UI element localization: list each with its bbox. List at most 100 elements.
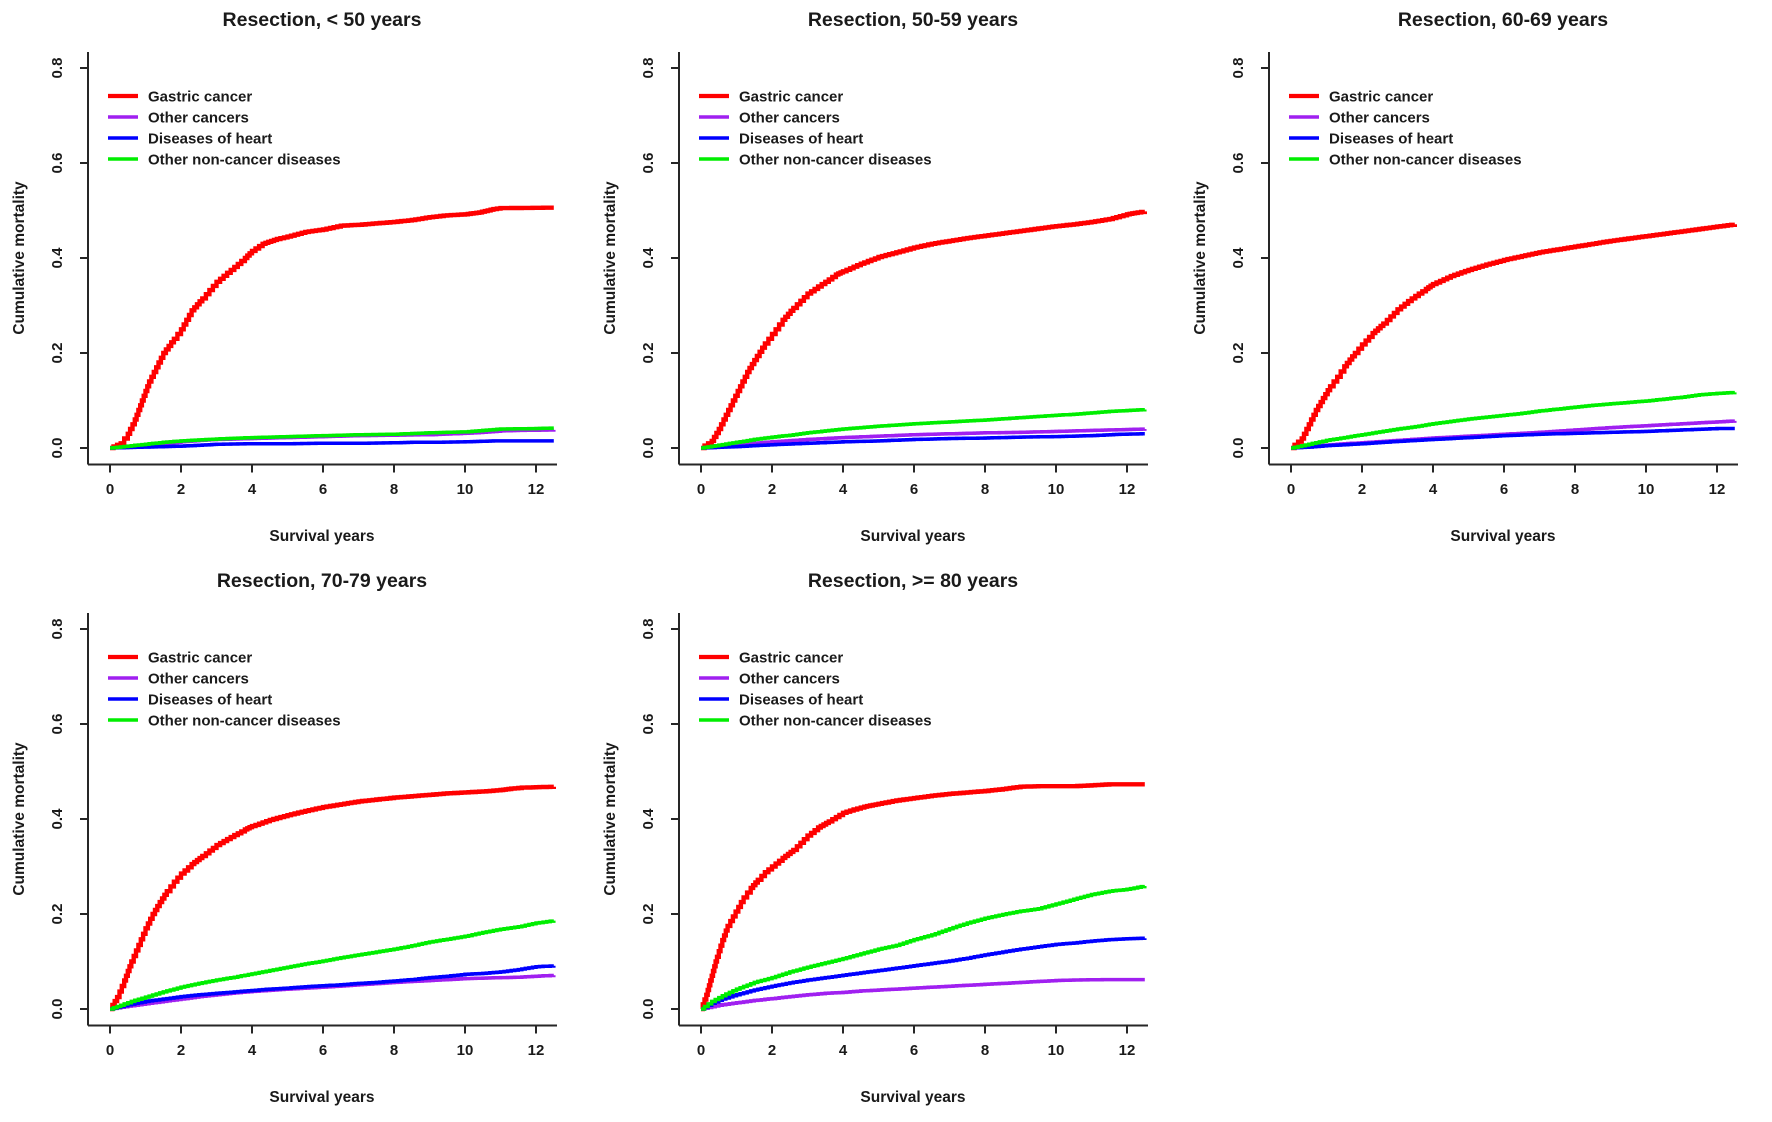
x-axis-title: Survival years	[860, 1089, 965, 1106]
empty-grid-cell	[1181, 561, 1771, 1122]
y-tick-label: 0.2	[640, 343, 657, 364]
x-tick-label: 8	[1571, 481, 1579, 498]
chart-resection-80-plus: Resection, >= 80 years 0.0 0.2 0.4 0.6 0.8 0 2 4…	[602, 570, 1148, 1106]
curve-gastric-cancer	[110, 205, 554, 451]
y-tick-label: 0.2	[640, 904, 657, 925]
legend-label-other-non-cancer-diseases: Other non-cancer diseases	[739, 152, 932, 169]
y-tick-label: 0.8	[1230, 58, 1247, 79]
curve-gastric-cancer	[1291, 222, 1738, 451]
curve-diseases-of-heart	[110, 439, 554, 450]
x-tick-label: 8	[980, 481, 988, 498]
x-axis-title: Survival years	[269, 528, 374, 545]
legend: Gastric cancer Other cancers Diseases of h…	[698, 650, 932, 730]
x-tick-label: 12	[528, 481, 545, 498]
curve-gastric-cancer	[700, 782, 1145, 1012]
x-tick-label: 0	[106, 481, 114, 498]
legend-label-diseases-of-heart: Diseases of heart	[148, 131, 272, 148]
legend-label-diseases-of-heart: Diseases of heart	[1329, 131, 1453, 148]
legend-label-gastric-cancer: Gastric cancer	[739, 89, 843, 106]
y-tick-label: 0.4	[49, 247, 66, 269]
legend-label-gastric-cancer: Gastric cancer	[1329, 89, 1433, 106]
x-tick-label: 6	[909, 1042, 917, 1059]
x-tick-label: 10	[1047, 481, 1064, 498]
x-tick-label: 0	[106, 1042, 114, 1059]
curve-gastric-cancer	[700, 209, 1147, 451]
x-tick-label: 10	[1047, 1042, 1064, 1059]
y-tick-label: 0.4	[1230, 247, 1247, 269]
x-tick-label: 10	[457, 481, 474, 498]
legend-label-other-non-cancer-diseases: Other non-cancer diseases	[148, 713, 341, 730]
legend-label-diseases-of-heart: Diseases of heart	[739, 692, 863, 709]
legend-label-gastric-cancer: Gastric cancer	[148, 650, 252, 667]
y-tick-label: 0.8	[49, 619, 66, 640]
y-axis-title: Cumulative mortality	[11, 742, 28, 896]
x-tick-label: 0	[1287, 481, 1295, 498]
legend-label-other-cancers: Other cancers	[1329, 110, 1430, 127]
y-tick-label: 0.4	[49, 808, 66, 830]
panel-resection-under-50: Resection, < 50 years 0.0 0.2 0.4 0.6 0.8 0 2 4 6…	[0, 0, 590, 561]
curve-other-non-cancer-diseases	[700, 407, 1147, 450]
x-tick-label: 10	[457, 1042, 474, 1059]
y-tick-label: 0.6	[49, 153, 66, 174]
legend-label-gastric-cancer: Gastric cancer	[739, 650, 843, 667]
x-axis-title: Survival years	[1451, 528, 1556, 545]
x-tick-label: 6	[319, 481, 327, 498]
x-tick-label: 12	[1709, 481, 1726, 498]
curve-other-non-cancer-diseases	[700, 884, 1147, 1011]
x-tick-label: 12	[1118, 1042, 1135, 1059]
x-tick-label: 2	[767, 481, 775, 498]
x-tick-label: 12	[528, 1042, 545, 1059]
x-tick-label: 4	[1429, 481, 1438, 498]
x-tick-label: 0	[696, 481, 704, 498]
chart-resection-50-59: Resection, 50-59 years 0.0 0.2 0.4 0.6 0.8 0 2 4…	[602, 9, 1148, 545]
x-tick-label: 2	[177, 1042, 185, 1059]
legend-label-gastric-cancer: Gastric cancer	[148, 89, 252, 106]
panel-resection-70-79: Resection, 70-79 years 0.0 0.2 0.4 0.6 0.8 0 2 4…	[0, 561, 590, 1122]
x-tick-label: 2	[767, 1042, 775, 1059]
legend-label-other-non-cancer-diseases: Other non-cancer diseases	[148, 152, 341, 169]
curve-diseases-of-heart	[700, 936, 1147, 1011]
y-tick-label: 0.2	[49, 904, 66, 925]
panel-title: Resection, 50-59 years	[807, 9, 1017, 31]
panel-resection-50-59: Resection, 50-59 years 0.0 0.2 0.4 0.6 0.8 0 2 4…	[591, 0, 1181, 561]
legend-label-other-cancers: Other cancers	[739, 671, 840, 688]
chart-resection-70-79: Resection, 70-79 years 0.0 0.2 0.4 0.6 0.8 0 2 4…	[11, 570, 557, 1106]
x-tick-label: 4	[838, 481, 847, 498]
legend-label-other-non-cancer-diseases: Other non-cancer diseases	[739, 713, 932, 730]
y-tick-label: 0.8	[49, 58, 66, 79]
x-tick-label: 10	[1638, 481, 1655, 498]
y-tick-label: 0.4	[640, 247, 657, 269]
curve-other-non-cancer-diseases	[110, 426, 554, 450]
y-tick-label: 0.6	[640, 153, 657, 174]
x-tick-label: 6	[319, 1042, 327, 1059]
legend: Gastric cancer Other cancers Diseases of h…	[108, 89, 341, 169]
x-tick-label: 4	[838, 1042, 847, 1059]
curve-other-cancers	[700, 977, 1145, 1011]
x-tick-label: 2	[1358, 481, 1366, 498]
curve-diseases-of-heart	[700, 432, 1145, 450]
legend-label-diseases-of-heart: Diseases of heart	[739, 131, 863, 148]
y-tick-label: 0.0	[49, 999, 66, 1020]
x-tick-label: 6	[909, 481, 917, 498]
y-tick-label: 0.0	[49, 438, 66, 459]
y-tick-label: 0.4	[640, 808, 657, 830]
curve-diseases-of-heart	[1291, 426, 1735, 450]
y-tick-label: 0.6	[1230, 153, 1247, 174]
curve-diseases-of-heart	[110, 964, 556, 1011]
x-tick-label: 12	[1118, 481, 1135, 498]
x-tick-label: 2	[177, 481, 185, 498]
curve-other-non-cancer-diseases	[110, 919, 556, 1011]
panel-resection-80-plus: Resection, >= 80 years 0.0 0.2 0.4 0.6 0.8 0 2 4…	[591, 561, 1181, 1122]
x-tick-label: 0	[696, 1042, 704, 1059]
panel-title: Resection, 60-69 years	[1398, 9, 1608, 31]
y-tick-label: 0.8	[640, 58, 657, 79]
y-tick-label: 0.8	[640, 619, 657, 640]
chart-resection-60-69: Resection, 60-69 years 0.0 0.2 0.4 0.6 0.8 0 2 4…	[1192, 9, 1739, 545]
legend-label-other-cancers: Other cancers	[148, 110, 249, 127]
x-axis-title: Survival years	[860, 528, 965, 545]
curve-other-cancers	[110, 973, 556, 1011]
curve-other-non-cancer-diseases	[1291, 390, 1737, 450]
chart-resection-under-50: Resection, < 50 years 0.0 0.2 0.4 0.6 0.8 0 2 4 6…	[11, 9, 557, 545]
y-tick-label: 0.6	[49, 714, 66, 735]
